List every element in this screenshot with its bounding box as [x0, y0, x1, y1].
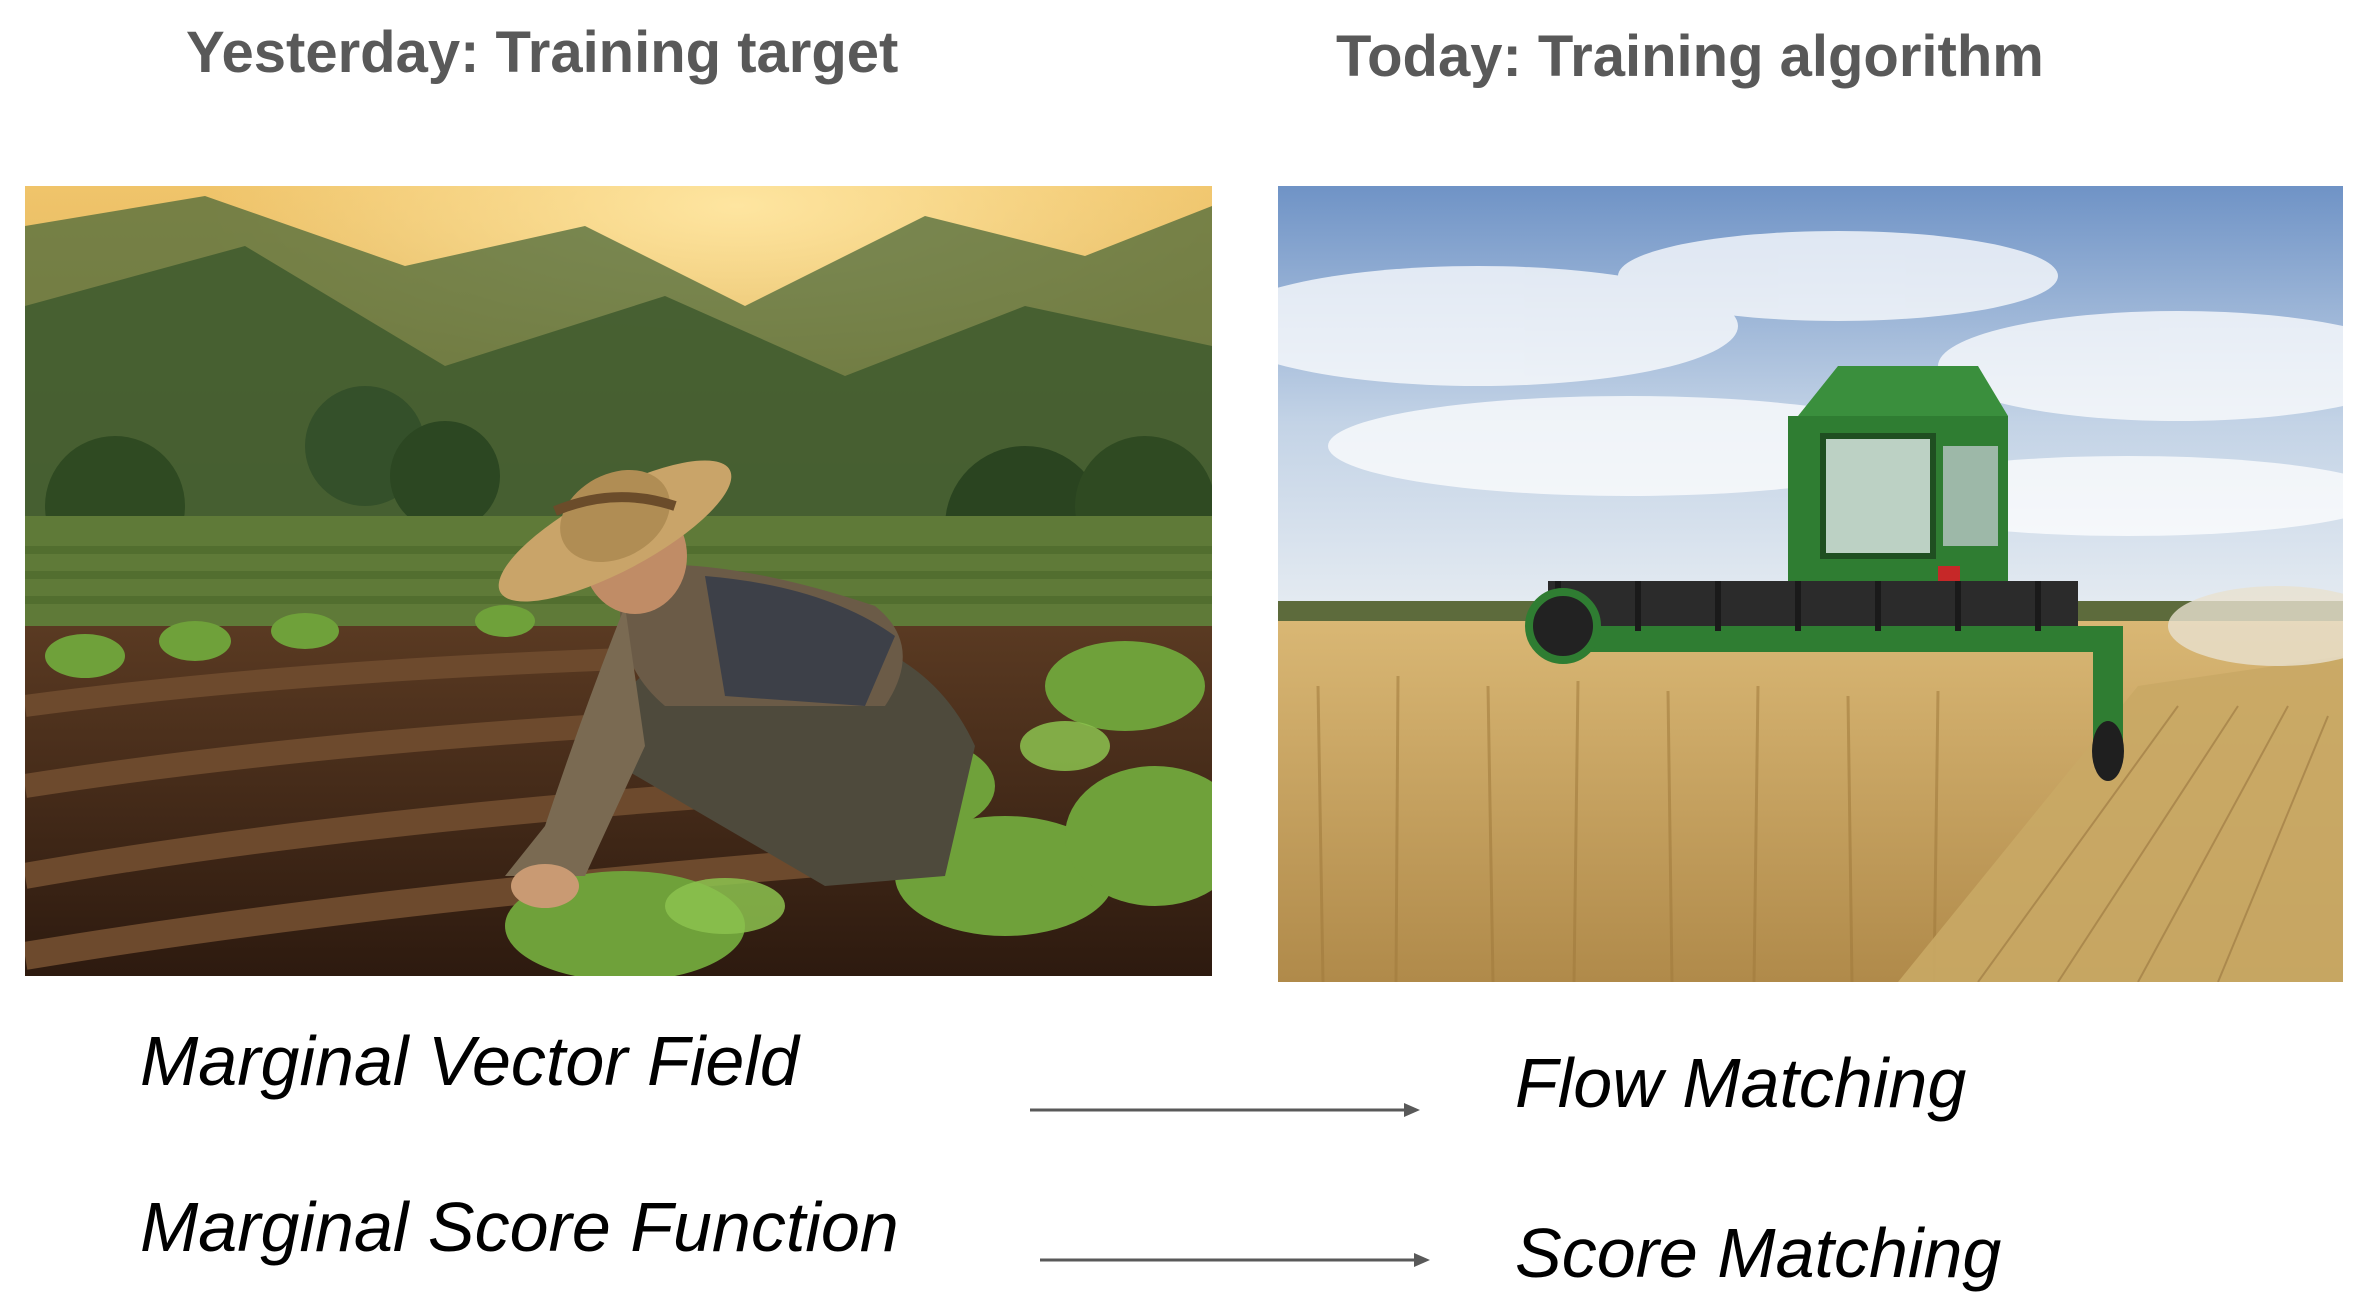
- arrow-right-icon: [1040, 1248, 1430, 1272]
- term-marginal-vector-field: Marginal Vector Field: [140, 1026, 799, 1096]
- farmer-illustration: [25, 186, 1212, 976]
- harvester-photo: [1278, 186, 2343, 982]
- term-marginal-score-function: Marginal Score Function: [140, 1192, 899, 1262]
- arrow-right-icon: [1030, 1098, 1420, 1122]
- heading-yesterday: Yesterday: Training target: [186, 24, 898, 82]
- harvester-illustration: [1278, 186, 2343, 982]
- term-flow-matching: Flow Matching: [1515, 1048, 1966, 1118]
- farmer-photo: [25, 186, 1212, 976]
- heading-today: Today: Training algorithm: [1336, 28, 2044, 86]
- term-score-matching: Score Matching: [1515, 1218, 2001, 1288]
